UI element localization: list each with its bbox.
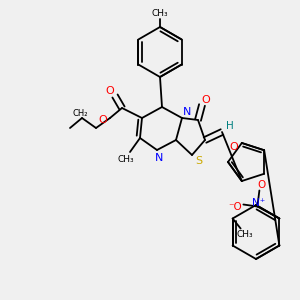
Text: N: N xyxy=(155,153,163,163)
Text: N⁺: N⁺ xyxy=(252,199,265,208)
Text: O: O xyxy=(257,181,266,190)
Text: O: O xyxy=(202,95,210,105)
Text: N: N xyxy=(183,107,191,117)
Text: O: O xyxy=(106,86,114,96)
Text: O: O xyxy=(230,142,238,152)
Text: S: S xyxy=(195,156,203,166)
Text: H: H xyxy=(226,121,234,131)
Text: CH₃: CH₃ xyxy=(118,155,134,164)
Text: ⁻O: ⁻O xyxy=(229,202,242,212)
Text: O: O xyxy=(99,115,107,125)
Text: CH₃: CH₃ xyxy=(152,8,168,17)
Text: CH₃: CH₃ xyxy=(236,230,253,239)
Text: CH₂: CH₂ xyxy=(72,109,88,118)
